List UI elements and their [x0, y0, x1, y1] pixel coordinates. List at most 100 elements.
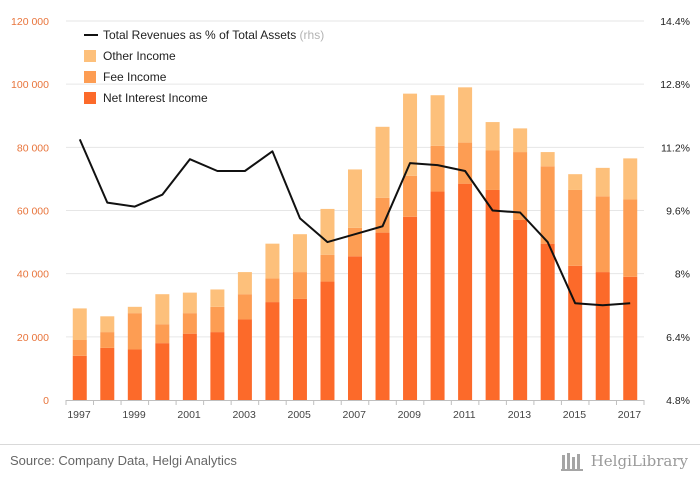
bar-net-interest-income — [568, 265, 583, 400]
bar-other-income — [155, 294, 170, 325]
legend-suffix: (rhs) — [296, 28, 324, 42]
bar-fee-income — [595, 196, 610, 273]
y-left-tick-label: 40 000 — [17, 269, 49, 281]
x-tick-label: 2001 — [177, 409, 201, 421]
bar-net-interest-income — [182, 333, 197, 400]
bar-other-income — [292, 234, 307, 273]
bar-other-income — [485, 122, 500, 151]
bar-net-interest-income — [595, 272, 610, 400]
legend-swatch — [84, 92, 96, 104]
bar-net-interest-income — [375, 232, 390, 400]
y-left-tick-label: 0 — [43, 395, 49, 407]
bar-other-income — [127, 306, 142, 314]
bar-net-interest-income — [485, 189, 500, 400]
brand-logo: HelgiLibrary — [560, 451, 688, 471]
bar-other-income — [265, 243, 280, 279]
x-tick-label: 2009 — [398, 409, 422, 421]
bar-other-income — [348, 169, 362, 228]
bar-net-interest-income — [100, 347, 115, 400]
bar-other-income — [182, 292, 197, 314]
chart: 0 4.8% 20 000 6.4% 40 000 8% 60 000 9.6% 80 000 1… — [11, 16, 690, 421]
y-right-tick-label: 9.6% — [666, 206, 690, 218]
y-right-tick-label: 11.2% — [661, 142, 690, 154]
bar-net-interest-income — [210, 332, 225, 400]
source-note: Source: Company Data, Helgi Analytics — [10, 453, 237, 468]
bar-other-income — [540, 152, 555, 167]
y-left-tick-label: 80 000 — [17, 142, 49, 154]
y-right-tick-label: 4.8% — [666, 395, 690, 407]
bar-fee-income — [72, 339, 87, 356]
bar-fee-income — [237, 294, 252, 320]
bar-other-income — [513, 128, 528, 153]
bar-other-income — [458, 87, 473, 143]
bar-other-income — [210, 289, 225, 307]
bar-fee-income — [485, 150, 500, 190]
bar-other-income — [623, 158, 638, 200]
bar-fee-income — [430, 145, 445, 192]
bar-fee-income — [458, 142, 473, 184]
bar-fee-income — [375, 197, 390, 233]
bar-fee-income — [155, 324, 170, 344]
x-tick-label: 2015 — [563, 409, 587, 421]
x-tick-label: 2003 — [232, 409, 256, 421]
bar-other-income — [237, 272, 252, 295]
bar-net-interest-income — [237, 319, 252, 400]
bar-net-interest-income — [513, 219, 528, 400]
x-tick-label: 2005 — [288, 409, 312, 421]
footer: Source: Company Data, Helgi Analytics He… — [0, 444, 700, 484]
bar-net-interest-income — [540, 243, 555, 400]
line-total-revenues-pct — [78, 139, 631, 307]
bar-fee-income — [265, 278, 280, 303]
bar-net-interest-income — [127, 349, 142, 400]
legend-label: Fee Income — [103, 70, 167, 84]
bar-fee-income — [513, 152, 528, 220]
x-tick-label: 2013 — [508, 409, 532, 421]
bar-net-interest-income — [403, 216, 418, 400]
bar-net-interest-income — [458, 183, 473, 400]
bar-other-income — [320, 208, 335, 255]
x-tick-label: 1997 — [67, 409, 91, 421]
library-icon — [560, 453, 583, 471]
legend-swatch — [84, 50, 96, 62]
y-left-tick-label: 20 000 — [17, 332, 49, 344]
bar-net-interest-income — [623, 276, 638, 400]
legend-swatch — [84, 71, 96, 83]
x-tick-label: 2017 — [618, 409, 642, 421]
x-tick-label: 2011 — [453, 409, 476, 421]
bar-net-interest-income — [348, 256, 362, 400]
bar-net-interest-income — [265, 302, 280, 400]
bar-other-income — [430, 95, 445, 146]
legend-label: Net Interest Income — [103, 91, 208, 105]
bar-fee-income — [210, 306, 225, 333]
bar-fee-income — [568, 189, 583, 266]
legend-label: Other Income — [103, 49, 176, 63]
y-right-tick-label: 12.8% — [660, 79, 690, 91]
bar-net-interest-income — [430, 191, 445, 400]
bar-fee-income — [100, 332, 115, 348]
brand-name: HelgiLibrary — [590, 452, 688, 470]
y-right-tick-label: 14.4% — [660, 16, 690, 28]
x-tick-label: 1999 — [122, 409, 146, 421]
y-right-tick-label: 8% — [675, 269, 690, 281]
bar-fee-income — [540, 166, 555, 244]
bar-other-income — [100, 316, 115, 333]
x-tick-label: 2007 — [343, 409, 367, 421]
bar-net-interest-income — [292, 298, 307, 400]
bar-net-interest-income — [320, 281, 335, 400]
y-left-tick-label: 100 000 — [11, 79, 49, 91]
bar-net-interest-income — [72, 355, 87, 400]
bar-fee-income — [127, 313, 142, 350]
bar-other-income — [403, 93, 418, 176]
bar-other-income — [375, 126, 390, 198]
bar-fee-income — [182, 313, 197, 334]
bar-net-interest-income — [155, 343, 170, 400]
y-right-tick-label: 6.4% — [666, 332, 690, 344]
bar-fee-income — [623, 199, 638, 277]
bar-fee-income — [320, 254, 335, 282]
bar-other-income — [595, 167, 610, 197]
bar-fee-income — [403, 175, 418, 217]
legend-label: Total Revenues as % of Total Assets (rhs… — [103, 28, 324, 42]
y-left-tick-label: 120 000 — [11, 16, 49, 28]
y-left-tick-label: 60 000 — [17, 206, 49, 218]
bar-other-income — [72, 308, 87, 340]
